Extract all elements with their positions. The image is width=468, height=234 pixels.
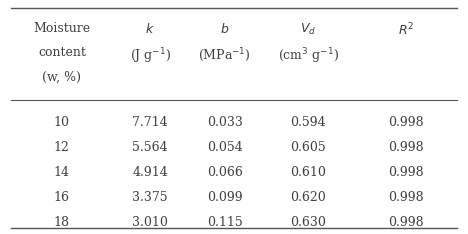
Text: $b$: $b$ bbox=[220, 22, 229, 36]
Text: $k$: $k$ bbox=[146, 22, 155, 36]
Text: 3.375: 3.375 bbox=[132, 191, 168, 204]
Text: (MPa$^{-1}$): (MPa$^{-1}$) bbox=[198, 47, 251, 64]
Text: 12: 12 bbox=[54, 141, 70, 154]
Text: 0.594: 0.594 bbox=[291, 116, 326, 129]
Text: 16: 16 bbox=[54, 191, 70, 204]
Text: 0.630: 0.630 bbox=[291, 216, 326, 229]
Text: content: content bbox=[38, 47, 86, 59]
Text: 0.115: 0.115 bbox=[207, 216, 242, 229]
Text: 3.010: 3.010 bbox=[132, 216, 168, 229]
Text: 0.033: 0.033 bbox=[207, 116, 242, 129]
Text: 18: 18 bbox=[54, 216, 70, 229]
Text: 4.914: 4.914 bbox=[132, 166, 168, 179]
Text: 0.610: 0.610 bbox=[291, 166, 326, 179]
Text: 10: 10 bbox=[54, 116, 70, 129]
Text: (w, %): (w, %) bbox=[43, 71, 81, 84]
Text: $R^2$: $R^2$ bbox=[398, 22, 414, 39]
Text: (cm$^3$ g$^{-1}$): (cm$^3$ g$^{-1}$) bbox=[278, 47, 339, 66]
Text: 0.099: 0.099 bbox=[207, 191, 242, 204]
Text: 0.605: 0.605 bbox=[291, 141, 326, 154]
Text: $V_d$: $V_d$ bbox=[300, 22, 316, 37]
Text: 14: 14 bbox=[54, 166, 70, 179]
Text: 0.998: 0.998 bbox=[388, 166, 424, 179]
Text: 5.564: 5.564 bbox=[132, 141, 168, 154]
Text: Moisture: Moisture bbox=[33, 22, 90, 35]
Text: (J g$^{-1}$): (J g$^{-1}$) bbox=[130, 47, 171, 66]
Text: 0.998: 0.998 bbox=[388, 141, 424, 154]
Text: 0.054: 0.054 bbox=[207, 141, 242, 154]
Text: 0.998: 0.998 bbox=[388, 191, 424, 204]
Text: 0.998: 0.998 bbox=[388, 216, 424, 229]
Text: 0.620: 0.620 bbox=[291, 191, 326, 204]
Text: 0.066: 0.066 bbox=[207, 166, 242, 179]
Text: 7.714: 7.714 bbox=[132, 116, 168, 129]
Text: 0.998: 0.998 bbox=[388, 116, 424, 129]
